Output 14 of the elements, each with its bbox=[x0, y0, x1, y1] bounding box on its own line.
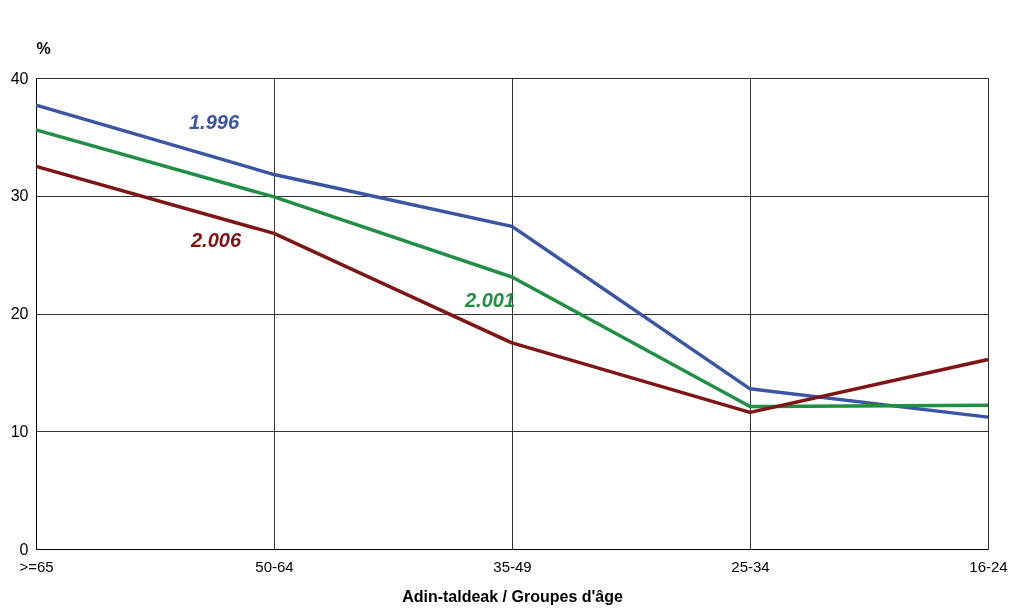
x-tick-label: 25-34 bbox=[731, 557, 770, 575]
y-tick-label: 40 bbox=[10, 69, 29, 87]
series-label: 1.996 bbox=[188, 110, 240, 133]
y-axis-title: % bbox=[36, 39, 51, 57]
y-tick-label: 20 bbox=[10, 305, 29, 322]
x-tick-label: 16-24 bbox=[969, 557, 1008, 575]
x-axis-title: Adin-taldeak / Groupes d'âge bbox=[402, 587, 623, 605]
y-tick-label: 30 bbox=[10, 187, 29, 205]
x-tick-label: 50-64 bbox=[255, 557, 294, 575]
x-tick-label: >=65 bbox=[19, 557, 54, 575]
y-tick-label: 0 bbox=[19, 540, 29, 558]
series-label: 2.006 bbox=[189, 229, 242, 252]
x-tick-label: 35-49 bbox=[493, 557, 532, 575]
y-tick-label: 10 bbox=[10, 422, 29, 440]
